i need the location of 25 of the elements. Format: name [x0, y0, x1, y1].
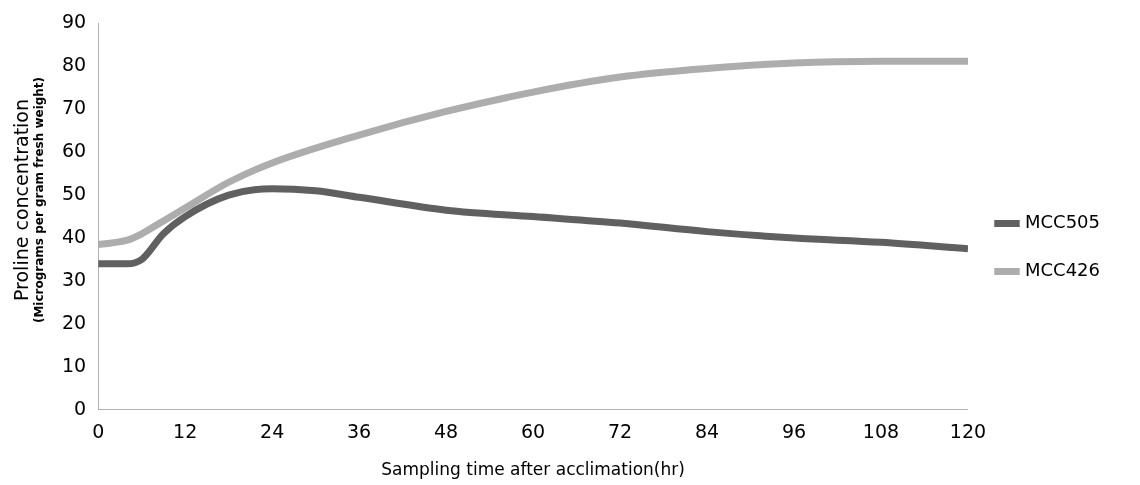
x-tick-label: 12	[173, 420, 198, 443]
x-tick-label: 60	[520, 420, 546, 443]
y-tick-label: 30	[61, 267, 87, 290]
y-tick-label: 60	[61, 139, 87, 162]
y-tick-label: 80	[61, 53, 87, 76]
y-tick-label: 20	[61, 310, 87, 333]
x-tick-label: 72	[607, 420, 633, 443]
x-tick-label: 120	[949, 420, 987, 443]
y-tick-label: 50	[61, 182, 87, 205]
x-tick-label: 108	[862, 420, 900, 443]
y-tick-label: 40	[61, 225, 87, 247]
y-tick-label: 90	[61, 10, 87, 33]
x-axis-title: Sampling time after acclimation(hr)	[381, 459, 685, 480]
x-tick-label: 0	[92, 420, 105, 443]
x-tick-label: 84	[694, 420, 720, 443]
y-tick-label: 70	[61, 96, 87, 119]
x-tick-label: 36	[347, 420, 372, 443]
x-tick-label: 24	[260, 420, 285, 443]
y-tick-label: 0	[74, 396, 87, 419]
legend-label: MCC505	[1024, 211, 1101, 233]
y-tick-label: 10	[61, 353, 87, 376]
x-tick-label: 96	[781, 420, 807, 443]
y-axis-title: Proline concentration (Micrograms per gram fresh weight)	[10, 76, 46, 324]
legend-label: MCC426	[1024, 259, 1101, 281]
x-tick-label: 48	[434, 420, 459, 443]
